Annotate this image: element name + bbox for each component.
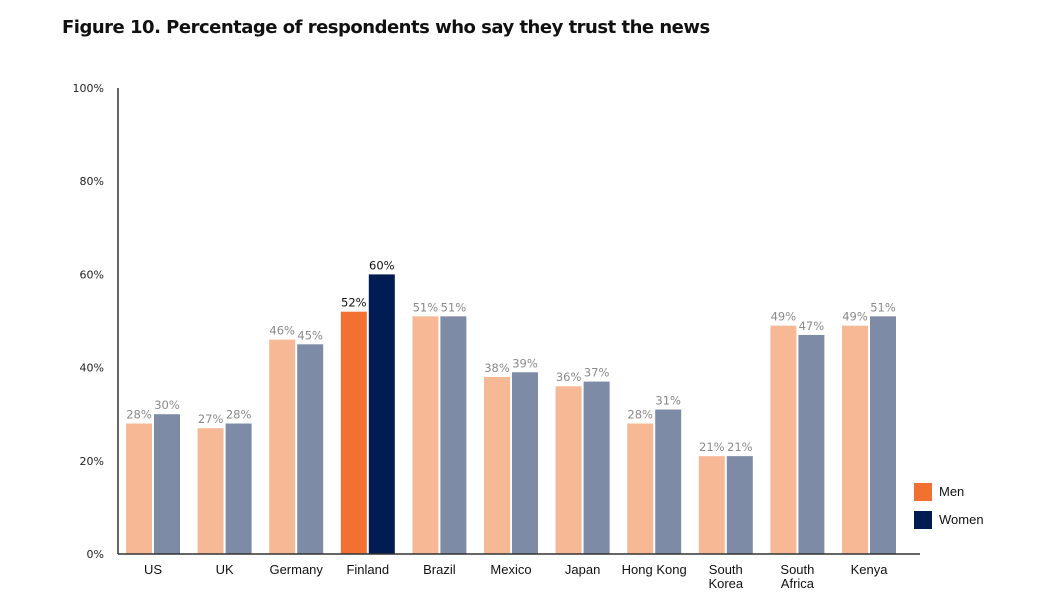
bar-women-germany [297, 344, 324, 554]
bar-women-japan [583, 381, 610, 554]
x-tick-label: South [780, 562, 814, 577]
x-tick-label: Africa [781, 576, 815, 591]
bar-men-uk [197, 428, 224, 554]
x-tick-label: Hong Kong [622, 562, 687, 577]
bar-women-south-africa [798, 334, 825, 554]
bar-women-us [154, 414, 180, 554]
bars [126, 274, 896, 554]
legend: Men Women [914, 483, 984, 529]
bar-men-us [126, 423, 152, 554]
value-label: 31% [655, 394, 681, 408]
value-label: 52% [341, 296, 367, 310]
y-axis-ticks: 0% 20% 40% 60% 80% 100% [73, 82, 104, 561]
value-label: 47% [799, 319, 825, 333]
bar-men-kenya [842, 325, 868, 554]
value-label: 21% [727, 440, 753, 454]
y-tick-label: 0% [87, 548, 104, 561]
bar-women-south-korea [726, 456, 753, 554]
bar-men-hong-kong [627, 423, 654, 554]
value-label: 38% [484, 361, 510, 375]
value-label: 51% [413, 300, 439, 314]
value-label: 27% [198, 412, 224, 426]
value-label: 30% [154, 398, 180, 412]
x-tick-label: Brazil [423, 562, 456, 577]
value-label: 60% [369, 258, 395, 272]
value-label: 49% [842, 310, 868, 324]
value-label: 45% [297, 328, 323, 342]
y-tick-label: 20% [80, 455, 104, 468]
legend-swatch-men [914, 483, 932, 501]
value-labels: 28%30%27% 28%46% 45%52%60%51% 51%38% 39%36% 3… [126, 258, 896, 454]
x-tick-label: Mexico [490, 562, 531, 577]
x-tick-label: South [709, 562, 743, 577]
bar-men-germany [269, 339, 296, 554]
x-tick-label: Korea [708, 576, 743, 591]
y-tick-label: 40% [80, 362, 104, 375]
x-tick-label: US [144, 562, 162, 577]
x-tick-label: Japan [565, 562, 600, 577]
value-label: 37% [584, 366, 610, 380]
value-label: 36% [556, 370, 582, 384]
bar-men-south-korea [698, 456, 725, 554]
legend-swatch-women [914, 511, 932, 529]
bar-women-mexico [512, 372, 538, 554]
bar-men-brazil [412, 316, 439, 554]
y-tick-label: 100% [73, 82, 104, 95]
bar-women-kenya [870, 316, 896, 554]
value-label: 39% [512, 356, 538, 370]
chart-title: Figure 10. Percentage of respondents who… [62, 17, 710, 38]
bar-women-hong-kong [655, 409, 682, 554]
value-label: 51% [441, 300, 467, 314]
bar-men-mexico [484, 376, 510, 554]
x-tick-label: UK [216, 562, 234, 577]
y-tick-label: 80% [80, 175, 104, 188]
bar-women-finland [368, 274, 395, 554]
bar-women-uk [225, 423, 252, 554]
x-tick-label: Germany [269, 562, 323, 577]
legend-label-men: Men [939, 484, 964, 499]
x-axis-labels: US UK Germany Finland Brazil Mexico Japan Hong … [144, 562, 888, 591]
value-label: 28% [627, 408, 653, 422]
bar-women-brazil [440, 316, 467, 554]
x-tick-label: Finland [346, 562, 389, 577]
value-label: 49% [771, 310, 797, 324]
value-label: 51% [870, 300, 896, 314]
bar-men-japan [555, 386, 582, 554]
value-label: 28% [226, 408, 252, 422]
value-label: 28% [126, 408, 152, 422]
y-tick-label: 60% [80, 268, 104, 281]
value-label: 21% [699, 440, 725, 454]
bar-men-finland [340, 311, 367, 554]
x-tick-label: Kenya [851, 562, 889, 577]
value-label: 46% [269, 324, 295, 338]
bar-men-south-africa [770, 325, 797, 554]
legend-label-women: Women [939, 512, 984, 527]
